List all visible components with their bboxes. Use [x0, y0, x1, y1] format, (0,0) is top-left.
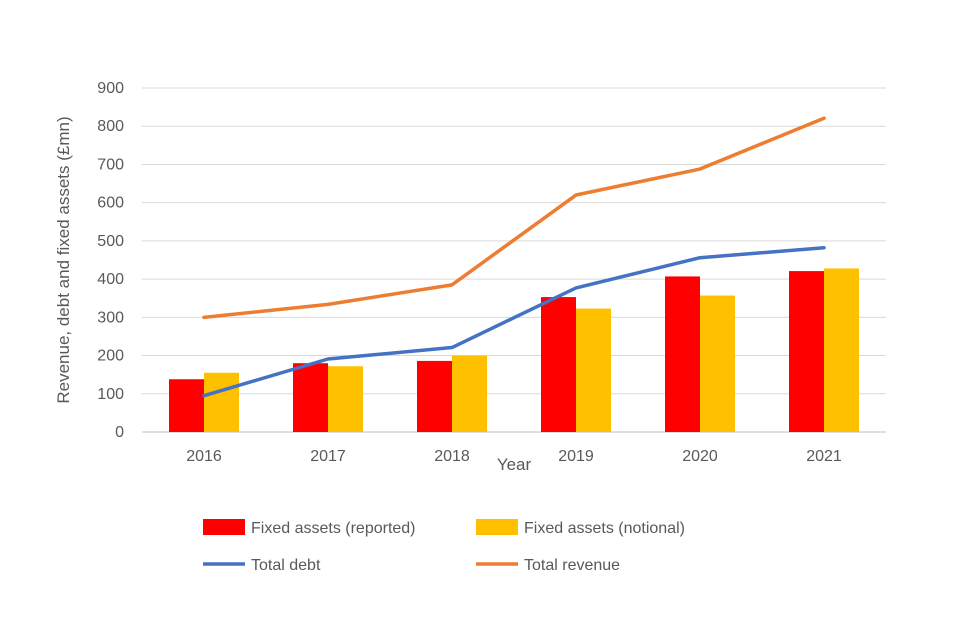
total-revenue-line [202, 116, 826, 320]
legend-swatch-1 [476, 519, 518, 535]
legend-label-0: Fixed assets (reported) [251, 520, 416, 537]
bar-notional-2016 [204, 372, 239, 432]
line-series [202, 116, 826, 398]
bar-notional-2017 [328, 366, 363, 432]
bar-notional-2021 [824, 268, 859, 432]
y-tick-label: 300 [97, 309, 124, 326]
x-tick-label: 2017 [310, 448, 346, 465]
x-tick-label: 2018 [434, 448, 470, 465]
y-tick-label: 900 [97, 80, 124, 97]
bar-reported-2016 [169, 379, 204, 432]
total-debt-line [202, 246, 826, 398]
x-axis-title: Year [497, 455, 532, 474]
x-tick-label: 2021 [806, 448, 842, 465]
legend-label-2: Total debt [251, 557, 321, 574]
bar-reported-2019 [541, 297, 576, 432]
x-axis-ticks: 2016 2017 2018 2019 2020 2021 [186, 448, 842, 465]
y-tick-label: 100 [97, 386, 124, 403]
legend-swatch-0 [203, 519, 245, 535]
legend-label-1: Fixed assets (notional) [524, 520, 685, 537]
y-tick-label: 0 [115, 424, 124, 441]
bar-series [169, 268, 859, 432]
y-tick-label: 700 [97, 156, 124, 173]
bar-notional-2020 [700, 295, 735, 432]
bar-reported-2021 [789, 271, 824, 432]
y-tick-label: 200 [97, 348, 124, 365]
x-tick-label: 2019 [558, 448, 594, 465]
y-axis-ticks: 0 100 200 300 400 500 600 700 800 900 [97, 80, 124, 441]
x-tick-label: 2020 [682, 448, 718, 465]
y-tick-label: 400 [97, 271, 124, 288]
bar-notional-2018 [452, 355, 487, 432]
x-tick-label: 2016 [186, 448, 222, 465]
y-tick-label: 600 [97, 195, 124, 212]
bar-reported-2018 [417, 360, 452, 432]
bar-reported-2020 [665, 276, 700, 432]
legend: Fixed assets (reported) Fixed assets (not… [203, 519, 685, 574]
bar-reported-2017 [293, 363, 328, 432]
y-tick-label: 800 [97, 118, 124, 135]
y-axis-title: Revenue, debt and fixed assets (£mn) [54, 116, 73, 403]
legend-label-3: Total revenue [524, 557, 620, 574]
bar-notional-2019 [576, 308, 611, 432]
y-tick-label: 500 [97, 233, 124, 250]
